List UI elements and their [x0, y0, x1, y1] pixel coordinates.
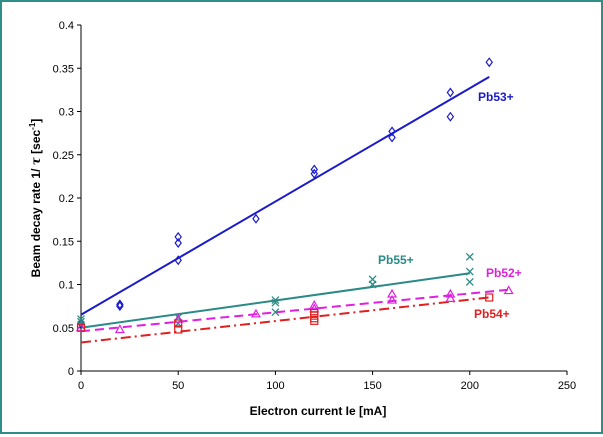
y-axis-label-post: ] [29, 119, 43, 123]
point-pb52 [445, 293, 456, 302]
x-axis-label: Electron current Ie [mA] [250, 404, 387, 418]
x-stroke [77, 315, 85, 324]
point-pb54 [485, 293, 494, 302]
label-pb52: Pb52+ [486, 266, 522, 280]
x-tick-label: 150 [363, 380, 381, 392]
y-axis-label-pre: Beam decay rate 1/ [29, 165, 43, 277]
point-pb52 [250, 308, 261, 318]
axes: 0 0.05 0.1 0.15 0.2 0.25 0.3 0.35 0.4 0 50 100 150 20… [53, 20, 577, 392]
y-tick-label: 0.35 [53, 63, 74, 75]
y-tick-label: 0.25 [53, 150, 74, 162]
label-pb55: Pb55+ [378, 253, 414, 267]
point-pb53 [446, 87, 455, 98]
point-pb53 [388, 126, 396, 137]
point-pb55 [271, 298, 280, 307]
point-pb55 [465, 267, 474, 276]
point-pb52 [114, 324, 125, 334]
y-tick-label: 0.2 [59, 193, 74, 205]
point-pb53 [77, 318, 85, 329]
fit-line-pb52 [80, 288, 509, 333]
point-pb53 [116, 299, 124, 310]
y-tick-label: 0.3 [59, 107, 74, 119]
point-pb55 [271, 308, 280, 317]
x-stroke [465, 252, 474, 261]
y-axis-label: Beam decay rate 1/ τ [sec-1] [28, 119, 43, 278]
point-pb53 [310, 168, 319, 179]
point-pb54 [174, 325, 183, 334]
y-axis-label-tau: τ [29, 156, 43, 165]
y-tick-label: 0.1 [59, 280, 74, 292]
point-pb55 [465, 252, 474, 261]
point-pb53 [310, 164, 319, 175]
point-pb52 [387, 288, 398, 298]
point-pb55 [271, 296, 280, 305]
x-tick-label: 250 [558, 380, 576, 392]
point-pb52 [503, 285, 514, 295]
point-pb52 [309, 300, 320, 309]
point-pb55 [77, 315, 85, 324]
y-tick-label: 0 [68, 366, 74, 378]
point-pb54 [310, 308, 319, 318]
point-pb53 [485, 57, 493, 68]
point-pb53 [252, 213, 260, 224]
x-stroke [271, 296, 280, 305]
point-pb55 [465, 277, 474, 286]
x-stroke [271, 308, 280, 317]
x-stroke [271, 298, 280, 307]
point-pb53 [174, 231, 182, 242]
label-pb54: Pb54+ [474, 307, 510, 321]
point-pb52 [173, 313, 184, 323]
point-pb52 [387, 294, 398, 304]
point-pb53 [174, 237, 182, 248]
fit-lines [80, 76, 509, 344]
point-pb53 [446, 111, 455, 122]
x-stroke [465, 267, 474, 276]
x-stroke [368, 275, 377, 284]
fit-line-pb53 [80, 76, 490, 316]
y-tick-label: 0.05 [53, 323, 74, 335]
point-pb54 [174, 319, 183, 328]
series-labels: Pb53+ Pb55+ Pb52+ Pb54+ [378, 90, 522, 321]
point-pb54 [310, 316, 319, 325]
y-tick-label: 0.15 [53, 236, 74, 248]
point-pb55 [368, 275, 377, 284]
fit-line-pb54 [80, 296, 490, 344]
point-pb53 [174, 255, 182, 266]
data-points [75, 57, 514, 334]
y-tick-label: 0.4 [59, 20, 74, 32]
point-pb54 [76, 323, 86, 332]
x-tick-label: 0 [78, 380, 84, 392]
y-axis-label-mid: [sec [29, 129, 43, 157]
point-pb54 [310, 311, 319, 320]
chart-svg: 0 0.05 0.1 0.15 0.2 0.25 0.3 0.35 0.4 0 50 100 150 20… [28, 20, 577, 418]
x-tick-label: 50 [172, 380, 184, 392]
y-axis-label-sup: -1 [28, 122, 37, 130]
label-pb53: Pb53+ [478, 90, 514, 104]
x-stroke [465, 277, 474, 286]
point-pb52 [445, 288, 456, 298]
x-tick-label: 100 [266, 380, 284, 392]
x-tick-label: 200 [461, 380, 479, 392]
point-pb53 [388, 132, 396, 143]
